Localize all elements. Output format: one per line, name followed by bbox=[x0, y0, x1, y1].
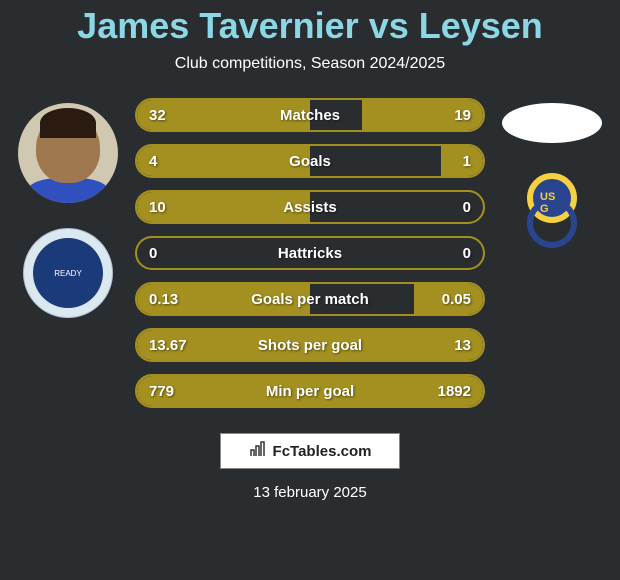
stat-value-right: 1892 bbox=[438, 383, 471, 400]
stat-value-right: 0.05 bbox=[442, 291, 471, 308]
player-right-avatar bbox=[502, 103, 602, 143]
brand-box: FcTables.com bbox=[220, 433, 400, 469]
club-logo-left: READY bbox=[23, 228, 113, 318]
main-row: READY 32Matches194Goals110Assists00Hattr… bbox=[0, 98, 620, 408]
stat-label: Goals per match bbox=[137, 291, 483, 308]
rangers-logo-icon: READY bbox=[33, 238, 103, 308]
stat-value-right: 13 bbox=[454, 337, 471, 354]
stat-bar: 779Min per goal1892 bbox=[135, 374, 485, 408]
footer-date: 13 february 2025 bbox=[253, 484, 366, 501]
stat-value-right: 19 bbox=[454, 107, 471, 124]
usg-logo-icon: USG bbox=[512, 173, 592, 253]
club-logo-right: USG bbox=[507, 168, 597, 258]
stat-label: Shots per goal bbox=[137, 337, 483, 354]
page-subtitle: Club competitions, Season 2024/2025 bbox=[175, 55, 445, 73]
stat-bar: 10Assists0 bbox=[135, 190, 485, 224]
brand-text: FcTables.com bbox=[273, 443, 372, 460]
stat-bar: 13.67Shots per goal13 bbox=[135, 328, 485, 362]
avatar-hair bbox=[40, 108, 96, 138]
right-column: USG bbox=[497, 98, 607, 258]
stat-label: Hattricks bbox=[137, 245, 483, 262]
left-column: READY bbox=[13, 98, 123, 318]
stat-bar: 0.13Goals per match0.05 bbox=[135, 282, 485, 316]
stat-label: Assists bbox=[137, 199, 483, 216]
stat-value-right: 1 bbox=[463, 153, 471, 170]
stat-label: Matches bbox=[137, 107, 483, 124]
stat-bar: 4Goals1 bbox=[135, 144, 485, 178]
stat-label: Goals bbox=[137, 153, 483, 170]
player-left-avatar bbox=[18, 103, 118, 203]
stat-value-right: 0 bbox=[463, 245, 471, 262]
stat-bar: 32Matches19 bbox=[135, 98, 485, 132]
stat-bar: 0Hattricks0 bbox=[135, 236, 485, 270]
footer: FcTables.com 13 february 2025 bbox=[220, 433, 400, 501]
stats-column: 32Matches194Goals110Assists00Hattricks00… bbox=[135, 98, 485, 408]
page-container: James Tavernier vs Leysen Club competiti… bbox=[0, 0, 620, 580]
stat-value-right: 0 bbox=[463, 199, 471, 216]
page-title: James Tavernier vs Leysen bbox=[77, 5, 543, 47]
chart-icon bbox=[249, 440, 267, 463]
stat-label: Min per goal bbox=[137, 383, 483, 400]
